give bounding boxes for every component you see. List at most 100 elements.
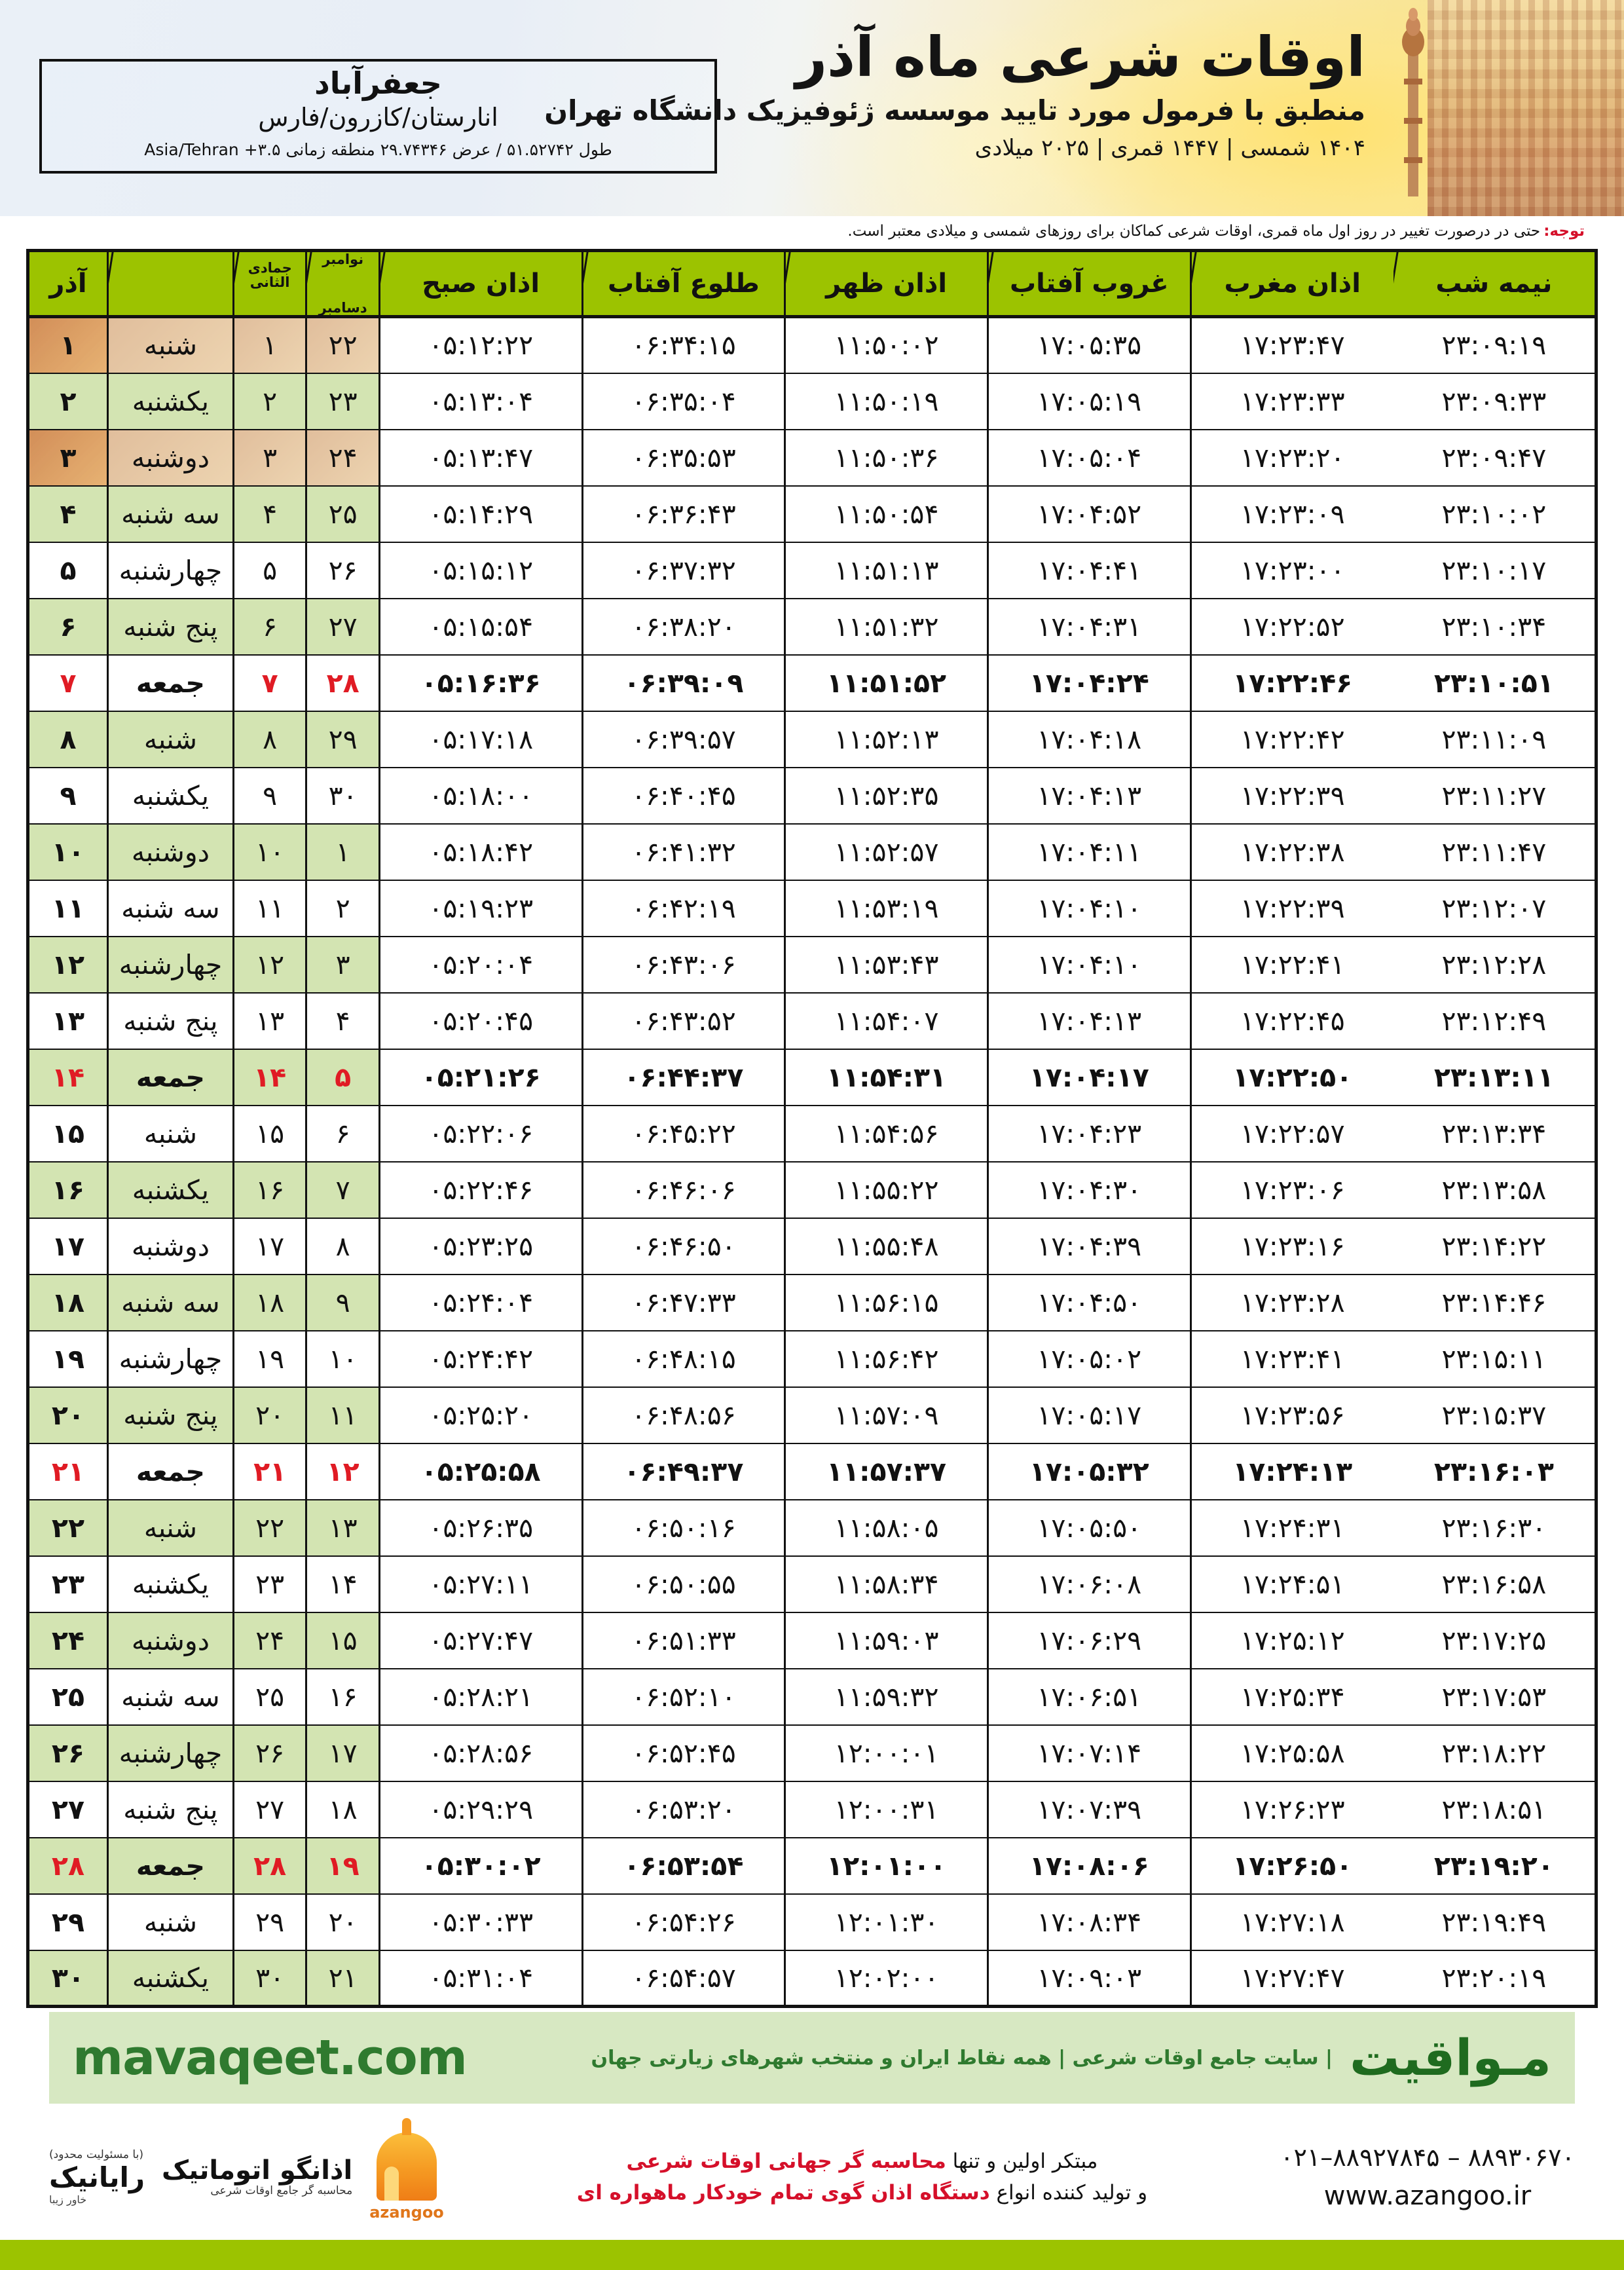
cell-gregorian: ۴ [305,992,380,1050]
page-footer: مـواقیت | سایت جامع اوقات شرعی | همه نقا… [0,2008,1624,2270]
table-row: ۲۳:۱۹:۴۹ ۱۷:۲۷:۱۸ ۱۷:۰۸:۳۴ ۱۲:۰۱:۳۰ ۰۶:۵۴:۲۶… [27,1893,1596,1951]
cell-sunset: ۱۷:۰۴:۱۷ [986,1049,1191,1106]
cell-sunset: ۱۷:۰۴:۲۳ [986,1105,1191,1163]
cell-hijri: ۱۴ [232,1049,306,1106]
table-row: ۲۳:۱۹:۲۰ ۱۷:۲۶:۵۰ ۱۷:۰۸:۰۶ ۱۲:۰۱:۰۰ ۰۶:۵۳:۵۴… [27,1837,1596,1895]
cell-fajr: ۰۵:۱۲:۲۲ [378,316,583,374]
cell-maghrib: ۱۷:۲۲:۴۱ [1189,936,1393,994]
cell-hijri: ۷ [232,654,306,712]
cell-weekday: پنج شنبه [106,992,234,1050]
cell-dhuhr: ۱۱:۵۶:۴۲ [784,1330,988,1388]
brand-bar: مـواقیت | سایت جامع اوقات شرعی | همه نقا… [49,2012,1575,2104]
cell-gregorian: ۲۵ [305,485,380,543]
cell-sunset: ۱۷:۰۵:۱۷ [986,1386,1191,1444]
cell-sunrise: ۰۶:۳۸:۲۰ [581,598,785,656]
calendar-years: ۱۴۰۴ شمسی | ۱۴۴۷ قمری | ۲۰۲۵ میلادی [974,134,1365,161]
cell-fajr: ۰۵:۲۸:۵۶ [378,1724,583,1782]
table-row: ۲۳:۱۶:۵۸ ۱۷:۲۴:۵۱ ۱۷:۰۶:۰۸ ۱۱:۵۸:۳۴ ۰۶:۵۰:۵۵… [27,1555,1596,1613]
cell-gregorian: ۱۴ [305,1555,380,1613]
cell-midnight: ۲۳:۱۴:۴۶ [1393,1274,1596,1331]
cell-gregorian: ۳۰ [305,767,380,825]
cell-weekday: شنبه [106,316,234,374]
mosque-artwork [1428,0,1624,216]
cell-dhuhr: ۱۲:۰۲:۰۰ [784,1950,988,2007]
cell-midnight: ۲۳:۱۸:۲۲ [1393,1724,1596,1782]
table-row: ۲۳:۱۱:۰۹ ۱۷:۲۲:۴۲ ۱۷:۰۴:۱۸ ۱۱:۵۲:۱۳ ۰۶:۳۹:۵۷… [27,711,1596,768]
cell-sunrise: ۰۶:۴۵:۲۲ [581,1105,785,1163]
cell-azar: ۲۸ [27,1837,108,1895]
cell-hijri: ۱۸ [232,1274,306,1331]
cell-dhuhr: ۱۲:۰۱:۰۰ [784,1837,988,1895]
cell-hijri: ۲۴ [232,1612,306,1669]
cell-dhuhr: ۱۱:۵۴:۳۱ [784,1049,988,1106]
cell-gregorian: ۲۹ [305,711,380,768]
cell-azar: ۱۲ [27,936,108,994]
page-subtitle: منطبق با فرمول مورد تایید موسسه ژئوفیزیک… [544,94,1365,127]
table-row: ۲۳:۱۸:۲۲ ۱۷:۲۵:۵۸ ۱۷:۰۷:۱۴ ۱۲:۰۰:۰۱ ۰۶:۵۲:۴۵… [27,1724,1596,1782]
cell-dhuhr: ۱۱:۵۴:۵۶ [784,1105,988,1163]
cell-maghrib: ۱۷:۲۳:۰۰ [1189,542,1393,599]
cell-weekday: چهارشنبه [106,936,234,994]
table-row: ۲۳:۱۱:۲۷ ۱۷:۲۲:۳۹ ۱۷:۰۴:۱۳ ۱۱:۵۲:۳۵ ۰۶:۴۰:۴۵… [27,767,1596,825]
gregorian-month-bot: دسامبر [318,300,367,316]
cell-hijri: ۲۰ [232,1386,306,1444]
cell-sunset: ۱۷:۰۴:۳۰ [986,1161,1191,1219]
cell-fajr: ۰۵:۲۵:۵۸ [378,1443,583,1500]
cell-maghrib: ۱۷:۲۳:۲۸ [1189,1274,1393,1331]
contact-website[interactable]: www.azangoo.ir [1323,2180,1532,2211]
cell-sunrise: ۰۶:۴۹:۳۷ [581,1443,785,1500]
cell-maghrib: ۱۷:۲۳:۴۷ [1189,316,1393,374]
cell-midnight: ۲۳:۰۹:۴۷ [1393,429,1596,487]
cell-weekday: شنبه [106,1105,234,1163]
brand-website[interactable]: mavaqeet.com [73,2030,468,2086]
cell-sunrise: ۰۶:۳۵:۰۴ [581,373,785,430]
cell-fajr: ۰۵:۱۸:۰۰ [378,767,583,825]
cell-gregorian: ۱ [305,823,380,881]
cell-midnight: ۲۳:۰۹:۳۳ [1393,373,1596,430]
cell-midnight: ۲۳:۱۰:۱۷ [1393,542,1596,599]
cell-weekday: یکشنبه [106,1555,234,1613]
cell-fajr: ۰۵:۱۳:۴۷ [378,429,583,487]
table-row: ۲۳:۱۰:۳۴ ۱۷:۲۲:۵۲ ۱۷:۰۴:۳۱ ۱۱:۵۱:۳۲ ۰۶:۳۸:۲۰… [27,598,1596,656]
cell-maghrib: ۱۷:۲۶:۵۰ [1189,1837,1393,1895]
cell-fajr: ۰۵:۱۹:۲۳ [378,880,583,937]
cell-hijri: ۱۵ [232,1105,306,1163]
cell-gregorian: ۹ [305,1274,380,1331]
slogan-1b: محاسبه گر جهانی اوقات شرعی [626,2149,946,2173]
table-row: ۲۳:۰۹:۳۳ ۱۷:۲۳:۳۳ ۱۷:۰۵:۱۹ ۱۱:۵۰:۱۹ ۰۶:۳۵:۰۴… [27,373,1596,430]
cell-sunrise: ۰۶:۵۳:۵۴ [581,1837,785,1895]
page-header: جعفرآباد انارستان/کازرون/فارس طول ۵۱.۵۲۷… [0,0,1624,216]
cell-sunrise: ۰۶:۴۶:۰۶ [581,1161,785,1219]
cell-hijri: ۱۰ [232,823,306,881]
cell-sunrise: ۰۶:۳۷:۳۲ [581,542,785,599]
cell-fajr: ۰۵:۱۵:۵۴ [378,598,583,656]
cell-maghrib: ۱۷:۲۳:۱۶ [1189,1218,1393,1275]
cell-midnight: ۲۳:۱۳:۵۸ [1393,1161,1596,1219]
cell-dhuhr: ۱۲:۰۰:۳۱ [784,1781,988,1838]
cell-sunrise: ۰۶:۴۶:۵۰ [581,1218,785,1275]
cell-hijri: ۲۱ [232,1443,306,1500]
cell-maghrib: ۱۷:۲۲:۵۲ [1189,598,1393,656]
cell-gregorian: ۲۷ [305,598,380,656]
cell-hijri: ۴ [232,485,306,543]
cell-fajr: ۰۵:۲۱:۲۶ [378,1049,583,1106]
hijri-month-label: جمادی الثانی [248,260,292,291]
cell-gregorian: ۸ [305,1218,380,1275]
cell-midnight: ۲۳:۱۱:۲۷ [1393,767,1596,825]
cell-weekday: چهارشنبه [106,542,234,599]
column-header-sunrise: طلوع آفتاب [581,250,785,319]
cell-maghrib: ۱۷:۲۳:۴۱ [1189,1330,1393,1388]
cell-azar: ۱ [27,316,108,374]
cell-sunrise: ۰۶:۳۹:۵۷ [581,711,785,768]
location-info-box: جعفرآباد انارستان/کازرون/فارس طول ۵۱.۵۲۷… [39,59,717,174]
cell-gregorian: ۱۱ [305,1386,380,1444]
cell-weekday: پنج شنبه [106,1386,234,1444]
table-row: ۲۳:۲۰:۱۹ ۱۷:۲۷:۴۷ ۱۷:۰۹:۰۳ ۱۲:۰۲:۰۰ ۰۶:۵۴:۵۷… [27,1950,1596,2007]
cell-hijri: ۲۲ [232,1499,306,1557]
cell-sunset: ۱۷:۰۴:۲۴ [986,654,1191,712]
cell-weekday: شنبه [106,711,234,768]
cell-hijri: ۲۳ [232,1555,306,1613]
cell-midnight: ۲۳:۱۲:۰۷ [1393,880,1596,937]
cell-hijri: ۳ [232,429,306,487]
cell-maghrib: ۱۷:۲۵:۳۴ [1189,1668,1393,1726]
